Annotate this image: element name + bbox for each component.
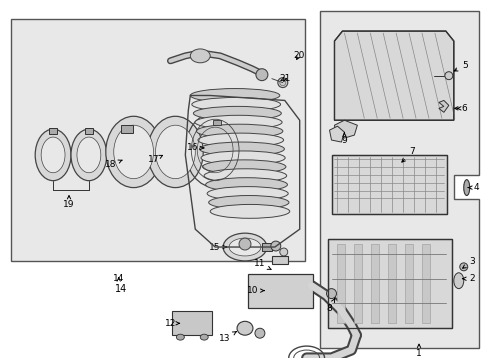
Ellipse shape [35,129,71,181]
Bar [11,19,304,261]
Bar [354,244,362,323]
Text: 14: 14 [113,274,124,283]
Bar [370,244,379,323]
Ellipse shape [207,186,287,201]
Text: 15: 15 [209,243,226,252]
Text: 11: 11 [254,259,270,269]
Ellipse shape [114,125,153,179]
Polygon shape [334,31,453,120]
Ellipse shape [279,248,287,256]
Bar [172,311,212,335]
Text: 9: 9 [341,133,346,145]
Ellipse shape [196,124,282,138]
Text: 3: 3 [462,257,474,268]
Ellipse shape [105,116,161,188]
Text: 17: 17 [147,156,162,165]
Polygon shape [319,11,478,348]
Ellipse shape [239,238,250,250]
Ellipse shape [190,49,210,63]
Text: 5: 5 [453,61,467,71]
Ellipse shape [195,115,282,129]
Text: 2: 2 [462,274,473,283]
Ellipse shape [237,321,252,335]
Bar [327,239,451,328]
Ellipse shape [326,289,336,298]
Bar [121,125,132,133]
Text: 19: 19 [63,195,75,209]
Text: 4: 4 [468,183,479,192]
Ellipse shape [463,180,469,195]
Text: 18: 18 [105,160,122,169]
Text: 16: 16 [186,144,203,153]
Ellipse shape [155,125,195,179]
Bar [262,243,271,251]
Bar [332,155,446,214]
Ellipse shape [199,142,284,156]
Bar [387,244,395,323]
Ellipse shape [176,334,184,340]
Bar [404,244,412,323]
Polygon shape [334,120,357,138]
Ellipse shape [193,106,281,120]
Text: 12: 12 [164,319,179,328]
Bar [421,244,429,323]
Ellipse shape [205,178,287,192]
Ellipse shape [228,238,261,256]
Bar [49,128,57,134]
Polygon shape [329,126,344,142]
Text: 8: 8 [326,298,334,313]
Text: 6: 6 [454,104,467,113]
Ellipse shape [254,328,264,338]
Ellipse shape [459,263,467,271]
Ellipse shape [77,137,101,173]
Text: 7: 7 [401,148,414,162]
Bar [271,256,287,264]
Bar [85,128,93,134]
Bar [247,274,312,309]
Ellipse shape [202,160,285,174]
Bar [337,244,345,323]
Text: 1: 1 [415,344,421,357]
Ellipse shape [210,204,289,218]
Ellipse shape [444,72,452,80]
Ellipse shape [71,129,106,181]
Ellipse shape [190,89,279,102]
Ellipse shape [203,169,286,183]
Bar [327,239,451,328]
Text: 21: 21 [279,74,290,83]
Ellipse shape [147,116,203,188]
Bar [213,120,221,125]
Ellipse shape [208,195,288,210]
Ellipse shape [201,151,285,165]
Text: 10: 10 [247,286,264,295]
Ellipse shape [191,98,280,111]
Ellipse shape [223,233,266,261]
Ellipse shape [453,273,463,289]
Ellipse shape [277,78,287,87]
Text: 20: 20 [292,51,304,60]
Ellipse shape [255,69,267,81]
Ellipse shape [198,133,283,147]
Ellipse shape [270,241,280,251]
Ellipse shape [200,334,208,340]
Polygon shape [438,100,448,112]
Text: 14: 14 [114,284,126,294]
Text: 13: 13 [219,332,236,343]
Bar [332,155,446,214]
Ellipse shape [41,137,65,173]
